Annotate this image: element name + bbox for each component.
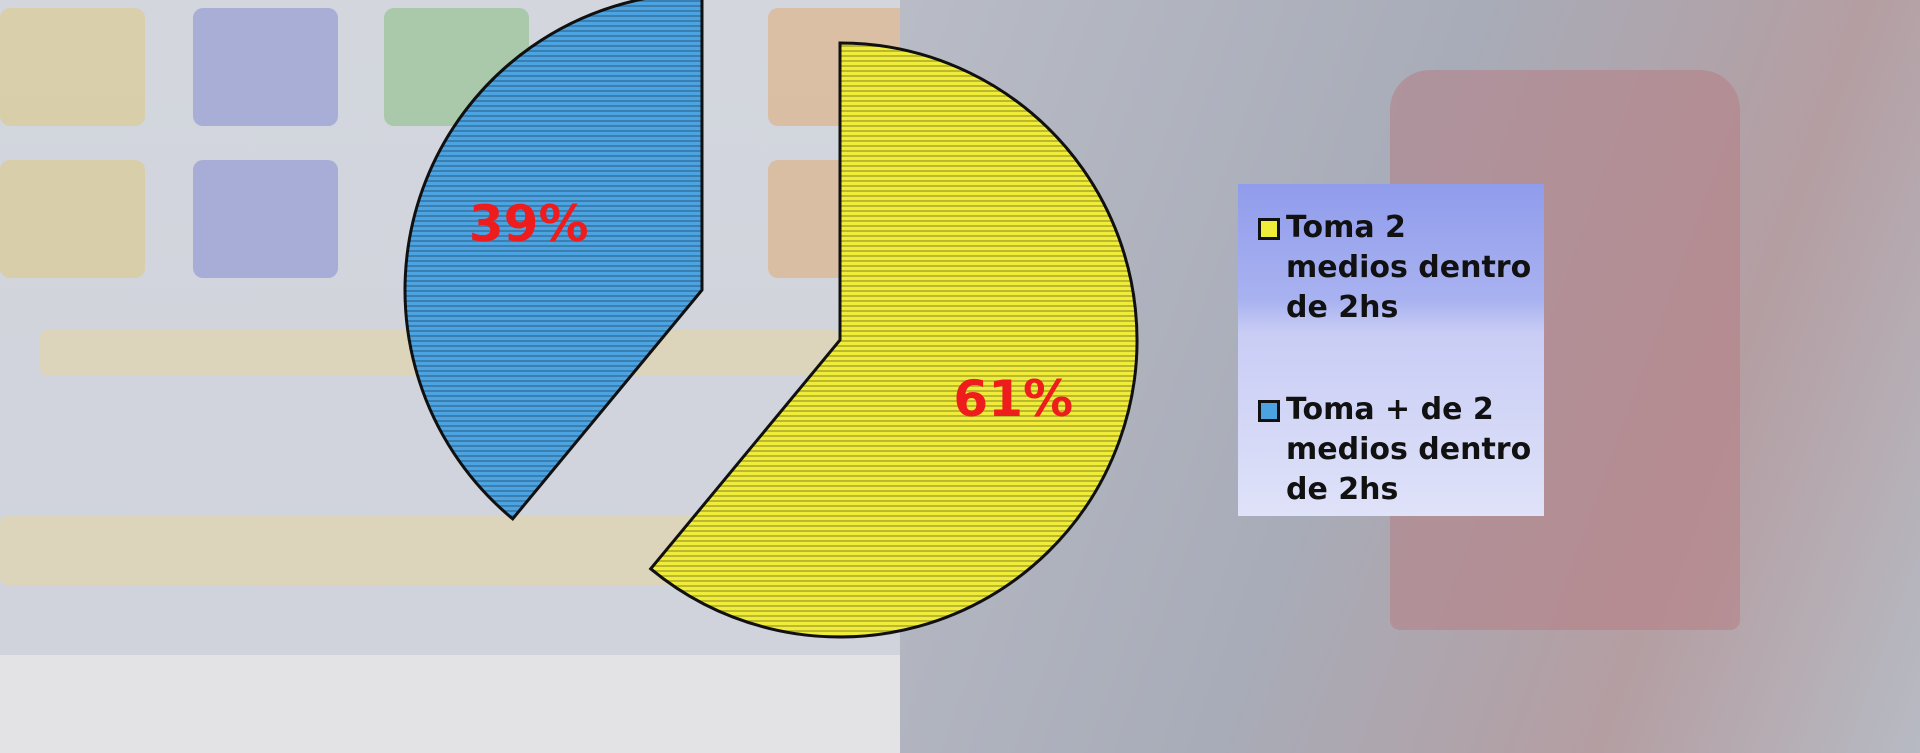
legend-label: Toma + de 2 medios dentro de 2hs [1286, 392, 1532, 507]
data-label: 61% [953, 370, 1073, 428]
legend-entry: Toma + de 2 medios dentro de 2hs [1258, 390, 1534, 510]
legend-swatch [1258, 218, 1280, 240]
legend: Toma 2 medios dentro de 2hs Toma + de 2 m… [1238, 184, 1544, 516]
legend-entry: Toma 2 medios dentro de 2hs [1258, 208, 1534, 328]
data-label: 39% [469, 195, 589, 253]
slice-texture [650, 43, 1138, 637]
legend-swatch [1258, 400, 1280, 422]
slice-texture [405, 0, 702, 519]
legend-label: Toma 2 medios dentro de 2hs [1286, 210, 1532, 325]
